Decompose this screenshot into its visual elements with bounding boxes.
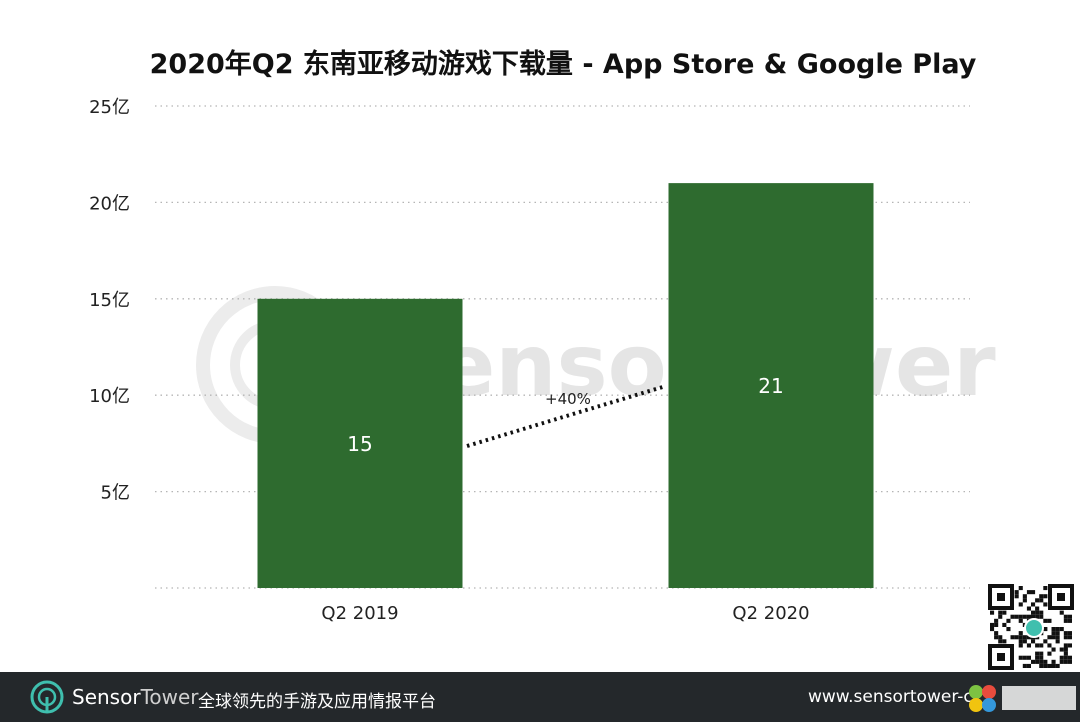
footer-url[interactable]: www.sensortower-c — [808, 687, 973, 707]
sensortower-logo-icon — [30, 680, 64, 714]
gridlines — [155, 105, 970, 589]
x-category-label: Q2 2020 — [732, 603, 809, 624]
bar-value-label: 15 — [347, 432, 372, 456]
footer-slogan: 全球领先的手游及应用情报平台 — [198, 692, 436, 712]
bar — [257, 298, 463, 588]
growth-connector-line — [466, 384, 667, 448]
x-axis-labels: Q2 2019 Q2 2020 — [321, 603, 809, 624]
y-axis-ticks: 5亿 10亿 15亿 20亿 25亿 — [89, 97, 130, 504]
x-category-label: Q2 2019 — [321, 603, 398, 624]
y-tick-label: 20亿 — [89, 193, 130, 214]
y-tick-label: 5亿 — [101, 483, 130, 504]
y-tick-label: 25亿 — [89, 97, 130, 118]
chart-title: 2020年Q2 东南亚移动游戏下载量 - App Store & Google … — [150, 48, 977, 80]
brand-name: SensorTower — [72, 685, 199, 709]
bar-value-label: 21 — [758, 374, 783, 398]
y-tick-label: 15亿 — [89, 290, 130, 311]
footer-bar: SensorTower 全球领先的手游及应用情报平台 www.sensortow… — [0, 672, 1080, 722]
y-tick-label: 10亿 — [89, 386, 130, 407]
bars — [257, 183, 874, 588]
site-badge — [969, 685, 1076, 712]
qr-code — [988, 584, 1074, 670]
growth-annotation: +40% — [545, 390, 591, 408]
chart: SensorTower 2020年Q2 东南亚移动游戏下载量 - App Sto… — [89, 48, 996, 624]
bar — [668, 183, 874, 588]
